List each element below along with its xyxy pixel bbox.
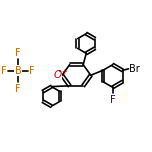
Text: F: F <box>15 84 21 94</box>
Text: F: F <box>1 66 7 76</box>
Text: F: F <box>110 95 116 105</box>
Text: O: O <box>53 70 61 80</box>
Text: Br: Br <box>129 64 140 74</box>
Text: B: B <box>15 66 22 76</box>
Text: F: F <box>29 66 34 76</box>
Text: •+: •+ <box>58 69 68 75</box>
Text: F: F <box>15 48 21 58</box>
